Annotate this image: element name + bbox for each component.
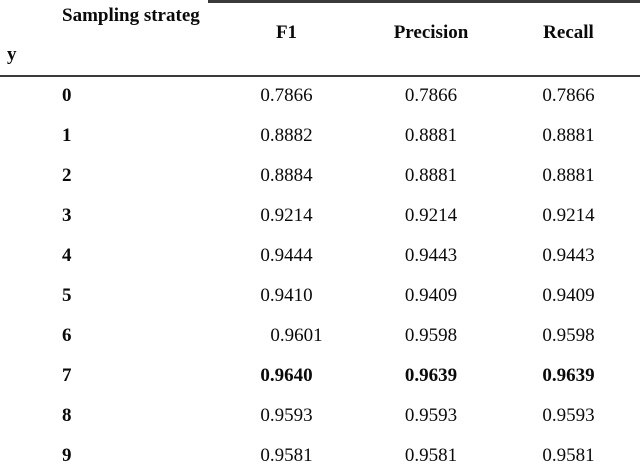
- table-row: 6 0.9601 0.9598 0.9598: [0, 316, 640, 356]
- column-header-precision: Precision: [365, 0, 497, 77]
- column-header-recall: Recall: [497, 0, 640, 77]
- column-header-f1: F1: [208, 0, 365, 77]
- recall-value: 0.9593: [542, 404, 595, 426]
- table-row: 8 0.9593 0.9593 0.9593: [0, 396, 640, 436]
- precision-value: 0.9214: [404, 204, 458, 226]
- strategy-label: 6: [62, 324, 72, 346]
- recall-value: 0.9581: [542, 444, 595, 466]
- f1-value: 0.8884: [260, 164, 313, 186]
- f1-value: 0.9581: [260, 444, 313, 466]
- table-row-best: 7 0.9640 0.9639 0.9639: [0, 356, 640, 396]
- f1-value: 0.9593: [260, 404, 313, 426]
- strategy-label: 5: [62, 284, 72, 306]
- precision-value: 0.9593: [404, 404, 458, 426]
- header-row: Sampling strateg y F1 Precision Recall: [0, 0, 640, 77]
- strategy-label: 7: [62, 364, 72, 386]
- table-row: 9 0.9581 0.9581 0.9581: [0, 436, 640, 474]
- recall-value: 0.9409: [542, 284, 595, 306]
- table-row: 3 0.9214 0.9214 0.9214: [0, 196, 640, 236]
- recall-value: 0.9443: [542, 244, 595, 266]
- recall-value: 0.9639: [542, 364, 595, 386]
- recall-value: 0.7866: [542, 85, 595, 106]
- precision-value: 0.9581: [404, 444, 458, 466]
- f1-value: 0.9444: [260, 244, 313, 266]
- recall-value: 0.9214: [542, 204, 595, 226]
- f1-value: 0.7866: [260, 85, 313, 106]
- table-row: 1 0.8882 0.8881 0.8881: [0, 116, 640, 156]
- f1-value: 0.9601: [270, 324, 323, 346]
- f1-value: 0.9214: [260, 204, 313, 226]
- f1-value: 0.8882: [260, 124, 313, 146]
- recall-value: 0.9598: [542, 324, 595, 346]
- f1-value: 0.9410: [260, 284, 313, 306]
- sampling-strategy-header-line1: Sampling strateg: [62, 4, 200, 26]
- precision-value: 0.9598: [404, 324, 458, 346]
- recall-value: 0.8881: [542, 124, 595, 146]
- strategy-label: 8: [62, 404, 72, 426]
- table-row: 5 0.9410 0.9409 0.9409: [0, 276, 640, 316]
- precision-value: 0.7866: [404, 85, 458, 106]
- strategy-label: 9: [62, 444, 72, 466]
- table-row: 2 0.8884 0.8881 0.8881: [0, 156, 640, 196]
- precision-value: 0.8881: [404, 124, 458, 146]
- precision-value: 0.8881: [404, 164, 458, 186]
- table-row: 0 0.7866 0.7866 0.7866: [0, 76, 640, 116]
- strategy-label: 1: [62, 124, 72, 146]
- precision-value: 0.9443: [404, 244, 458, 266]
- recall-value: 0.8881: [542, 164, 595, 186]
- strategy-label: 4: [62, 244, 72, 266]
- f1-value: 0.9640: [260, 364, 313, 386]
- sampling-strategy-header-line2: y: [7, 43, 17, 65]
- strategy-label: 3: [62, 204, 72, 226]
- precision-value: 0.9409: [404, 284, 458, 306]
- precision-value: 0.9639: [404, 364, 458, 386]
- strategy-label: 0: [62, 85, 72, 106]
- strategy-label: 2: [62, 164, 72, 186]
- column-header-sampling-strategy: Sampling strateg y: [0, 1, 208, 77]
- table-row: 4 0.9444 0.9443 0.9443: [0, 236, 640, 276]
